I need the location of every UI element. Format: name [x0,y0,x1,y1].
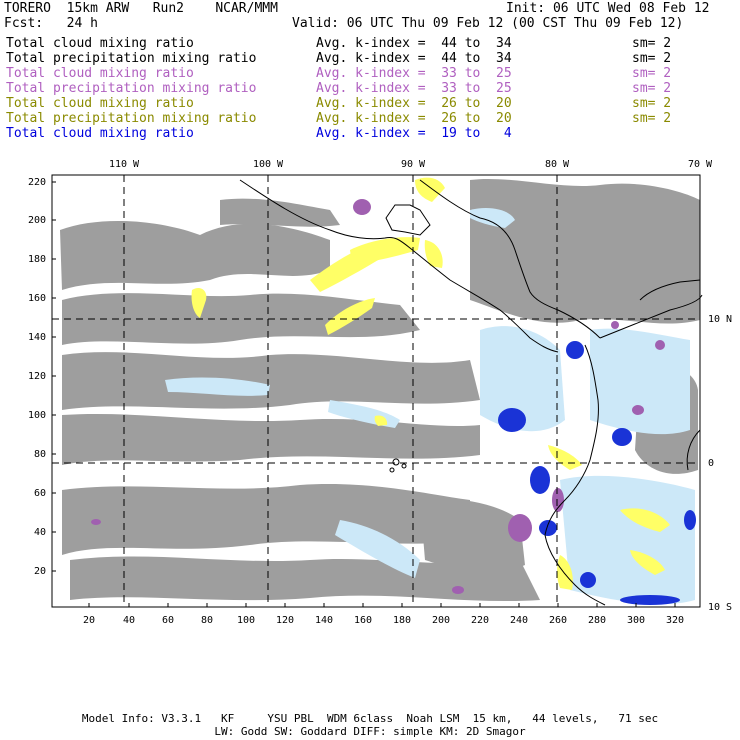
x-tick-label: 140 [315,615,333,626]
legend-index: Avg. k-index = 33 to 25 [316,66,512,81]
lon-label: 70 W [688,159,713,170]
y-tick-label: 80 [34,449,46,460]
legend-sm: sm= 2 [632,36,672,51]
legend-field: Total cloud mixing ratio [6,126,194,141]
lat-label: 10 S [708,602,732,613]
lon-label: 110 W [109,159,140,170]
x-tick-label: 160 [354,615,372,626]
legend-field: Total cloud mixing ratio [6,36,194,51]
cloud-field-purple [91,199,665,594]
x-tick-label: 280 [588,615,606,626]
legend-index: Avg. k-index = 33 to 25 [316,81,512,96]
y-tick-label: 160 [28,293,46,304]
x-tick-label: 180 [393,615,411,626]
x-tick-label: 320 [666,615,684,626]
map-figure: 110 W 100 W 90 W 80 W 70 W 10 N 0 10 S 2… [28,159,732,626]
legend-sm: sm= 2 [632,111,672,126]
y-tick-label: 120 [28,371,46,382]
y-tick-label: 20 [34,566,46,577]
x-tick-label: 200 [432,615,450,626]
cloud-field-blue [498,341,696,605]
x-tick-label: 100 [237,615,255,626]
longitude-labels: 110 W 100 W 90 W 80 W 70 W [109,159,713,170]
y-axis-ticks [52,181,56,572]
legend-index: Avg. k-index = 44 to 34 [316,51,512,66]
lon-label: 90 W [401,159,426,170]
y-tick-labels: 220 200 180 160 140 120 100 80 60 40 20 [28,177,46,577]
lat-label: 10 N [708,314,732,325]
y-tick-label: 60 [34,488,46,499]
legend-field: Total cloud mixing ratio [6,96,194,111]
lat-label: 0 [708,458,714,469]
x-tick-label: 120 [276,615,294,626]
legend-sm: sm= 2 [632,81,672,96]
legend-index: Avg. k-index = 26 to 20 [316,111,512,126]
y-tick-label: 100 [28,410,46,421]
legend-field: Total cloud mixing ratio [6,66,194,81]
x-tick-label: 60 [162,615,174,626]
y-tick-label: 40 [34,527,46,538]
valid-time: Valid: 06 UTC Thu 09 Feb 12 (00 CST Thu … [292,16,684,31]
legend-field: Total precipitation mixing ratio [6,111,257,126]
lat-lon-grid [52,175,700,607]
galapagos-islands [389,458,407,473]
x-tick-labels: 20 40 60 80 100 120 140 160 180 200 220 … [83,615,684,626]
y-tick-label: 140 [28,332,46,343]
x-tick-label: 220 [471,615,489,626]
model-info-line2: LW: Godd SW: Goddard DIFF: simple KM: 2D… [214,725,526,738]
x-tick-label: 300 [627,615,645,626]
legend-field: Total precipitation mixing ratio [6,81,257,96]
latitude-labels: 10 N 0 10 S [708,314,732,613]
init-time: Init: 06 UTC Wed 08 Feb 12 [506,1,710,16]
legend-sm: sm= 2 [632,96,672,111]
x-tick-label: 240 [510,615,528,626]
coastlines [239,179,703,606]
legend-index: Avg. k-index = 26 to 20 [316,96,512,111]
lon-label: 100 W [253,159,284,170]
legend-index: Avg. k-index = 44 to 34 [316,36,512,51]
legend-field: Total precipitation mixing ratio [6,51,257,66]
lon-label: 80 W [545,159,570,170]
x-axis-ticks [88,603,676,607]
x-tick-label: 80 [201,615,213,626]
model-info-line1: Model Info: V3.3.1 KF YSU PBL WDM 6class… [81,712,659,725]
forecast-hour: Fcst: 24 h [4,16,98,31]
legend-sm: sm= 2 [632,66,672,81]
y-tick-label: 220 [28,177,46,188]
x-tick-label: 260 [549,615,567,626]
x-tick-label: 40 [123,615,135,626]
model-title: TORERO 15km ARW Run2 NCAR/MMM [4,1,278,16]
map-frame [51,174,701,608]
y-tick-label: 180 [28,254,46,265]
y-tick-label: 200 [28,215,46,226]
legend-sm: sm= 2 [632,51,672,66]
legend-index: Avg. k-index = 19 to 4 [316,126,512,141]
x-tick-label: 20 [83,615,95,626]
